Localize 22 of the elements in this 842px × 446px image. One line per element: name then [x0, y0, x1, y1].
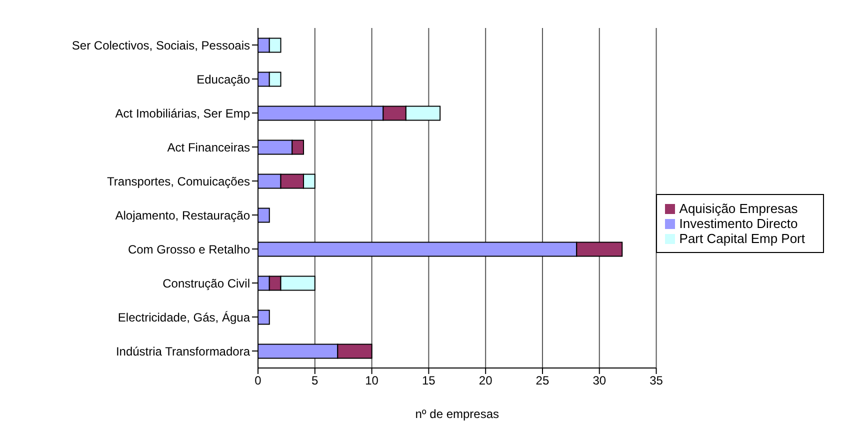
y-tick-label: Ser Colectivos, Sociais, Pessoais: [72, 38, 250, 52]
y-tick-label: Indústria Transformadora: [116, 344, 250, 358]
y-tick-label: Educação: [196, 72, 250, 86]
legend-label: Investimento Directo: [679, 216, 798, 230]
x-tick-label: 25: [536, 374, 550, 388]
legend-label: Aquisição Empresas: [679, 200, 798, 216]
y-tick-label: Construção Civil: [162, 276, 250, 290]
y-tick-label: Alojamento, Restauração: [115, 208, 250, 222]
y-tick-label: Com Grosso e Retalho: [128, 242, 250, 256]
x-tick-label: 20: [478, 374, 493, 388]
y-tick-label: Electricidade, Gás, Água: [118, 310, 250, 324]
x-tick-label: 10: [365, 374, 379, 388]
x-tick-label: 5: [312, 374, 319, 388]
x-tick-label: 30: [592, 374, 606, 388]
x-tick-label: 15: [422, 374, 436, 388]
x-tick-label: 35: [650, 374, 664, 388]
x-axis-title: nº de empresas: [415, 407, 500, 421]
legend-label: Part Capital Emp Port: [679, 230, 805, 246]
y-tick-label: Act Financeiras: [167, 140, 250, 154]
x-tick-label: 0: [254, 374, 262, 388]
y-tick-label: Transportes, Comuicações: [107, 174, 250, 188]
y-tick-label: Act Imobiliárias, Ser Emp: [115, 106, 250, 120]
